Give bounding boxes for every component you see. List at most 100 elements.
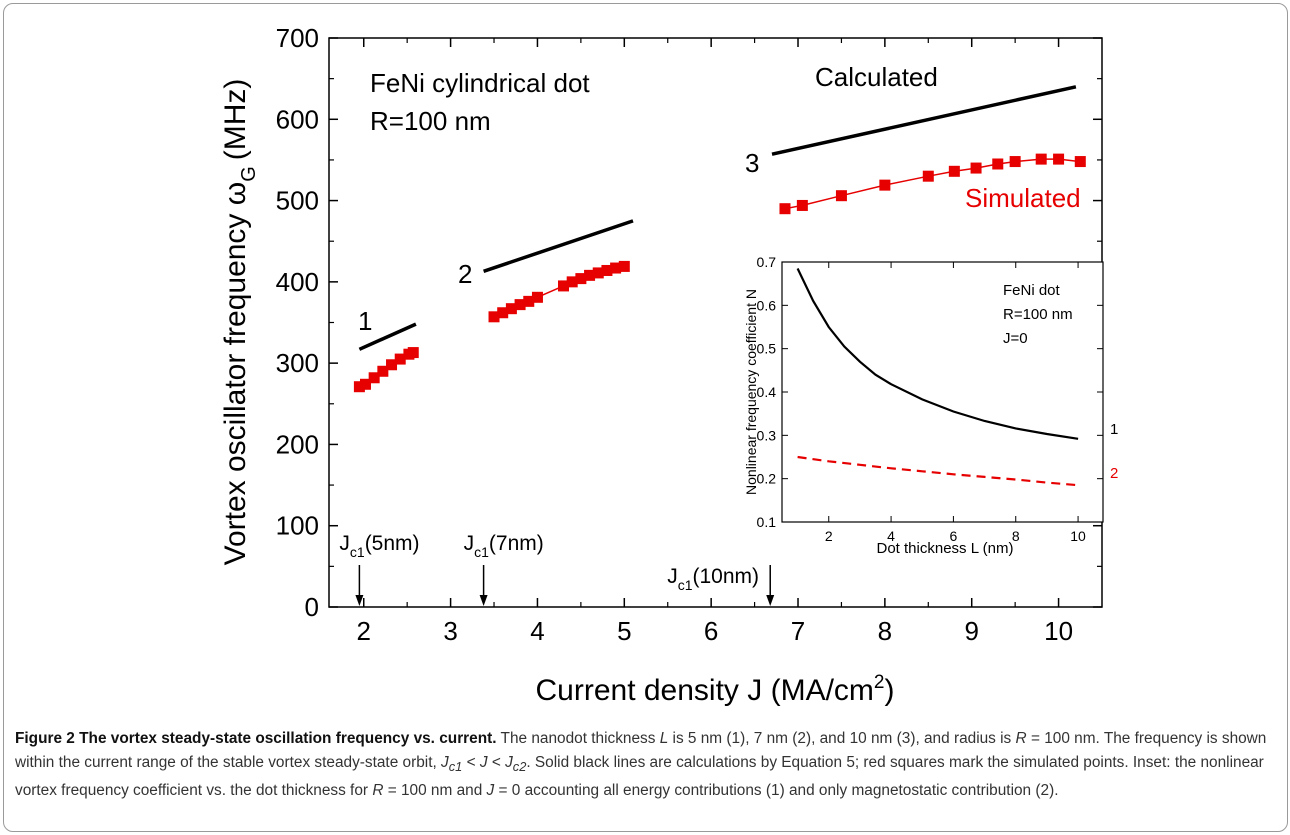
simulated-point	[922, 170, 934, 182]
main-series	[353, 85, 1086, 393]
simulated-point	[970, 162, 982, 174]
critical-current-arrowhead	[766, 595, 775, 606]
caption-var-R: R	[1015, 730, 1027, 747]
caption-var-jc2: J	[505, 754, 513, 771]
simulated-point	[610, 262, 622, 274]
caption-text: The nanodot thickness	[496, 730, 660, 747]
simulated-point	[497, 307, 509, 319]
y-tick-label: 0	[305, 592, 319, 622]
caption-var-L: L	[659, 730, 669, 747]
y-tick-label: 600	[276, 104, 319, 134]
simulated-point	[584, 269, 596, 281]
inset-x-tick-label: 8	[1012, 528, 1020, 544]
inset-x-tick-label: 10	[1070, 528, 1086, 544]
simulated-point	[601, 264, 613, 276]
simulated-point	[1074, 156, 1086, 168]
simulated-point	[558, 280, 570, 292]
x-tick-label: 4	[530, 616, 544, 646]
critical-current-arrowhead	[479, 595, 488, 606]
inset-y-tick-label: 0.2	[757, 471, 777, 487]
simulated-point	[394, 353, 406, 365]
y-tick-label: 400	[276, 267, 319, 297]
simulated-point	[566, 276, 578, 288]
caption-text: = 100 nm. The frequency is shown within …	[15, 730, 1267, 771]
calculated-line-2	[483, 219, 634, 273]
inset-series	[796, 268, 1079, 487]
caption-var-jc1-sub: c1	[448, 759, 463, 775]
x-tick-label: 6	[704, 616, 718, 646]
simulated-point	[514, 299, 526, 311]
simulated-point	[353, 381, 365, 393]
inset-y-tick-label: 0.4	[757, 384, 777, 400]
caption-text: = 100 nm and	[383, 782, 487, 800]
simulated-point	[992, 158, 1004, 170]
simulated-point	[592, 267, 604, 279]
caption-text: is 5 nm (1), 7 nm (2), and 10 nm (3), an…	[668, 730, 1016, 747]
simulated-point	[531, 291, 543, 303]
y-tick-label: 100	[276, 511, 319, 541]
simulated-point	[1009, 156, 1021, 168]
inset-x-tick-label: 2	[825, 528, 833, 544]
x-tick-label: 3	[443, 616, 457, 646]
x-tick-label: 2	[357, 616, 371, 646]
caption-text: = 0 accounting all energy contributions …	[494, 782, 1059, 800]
critical-current-label: Jc1(10nm)	[667, 565, 759, 593]
y-tick-label: 500	[276, 186, 319, 216]
inset-x-tick-label: 6	[950, 528, 958, 544]
simulated-point	[879, 179, 891, 191]
inset-y-tick-label: 0.5	[757, 341, 777, 357]
x-tick-label: 10	[1044, 616, 1073, 646]
inset-curve-2	[797, 455, 1079, 487]
inset-y-tick-label: 0.3	[757, 427, 777, 443]
caption-var-J: J	[479, 754, 488, 771]
simulated-point	[948, 165, 960, 177]
annotation-material: FeNi cylindrical dot	[370, 68, 590, 98]
critical-current-label: Jc1(7nm)	[464, 532, 544, 560]
calculated-line-3	[771, 85, 1077, 156]
caption-var-jc2-sub: c2	[512, 759, 527, 775]
inset-x-tick-label: 4	[887, 528, 895, 544]
inset-legend-line-2: R=100 nm	[1003, 306, 1073, 323]
simulated-point	[779, 203, 791, 215]
curve-label-2: 2	[458, 259, 472, 289]
simulated-point	[377, 365, 389, 377]
inset-y-axis-label: Nonlinear frequency coefficient N	[743, 289, 759, 495]
critical-current-label: Jc1(5nm)	[339, 532, 419, 560]
y-axis-label: Vortex oscillator frequency ωG(MHz)	[219, 79, 260, 566]
inset-curve-1	[796, 268, 1079, 440]
calculated-line-1	[358, 322, 417, 351]
inset-ticks: 2 4 6 8 10 0.1 0.2 0.3 0.4 0.5 0.6 0.7	[757, 254, 1103, 544]
x-tick-label: 7	[791, 616, 805, 646]
y-tick-label: 700	[276, 23, 319, 53]
inset-y-tick-label: 0.6	[757, 297, 777, 313]
inset-x-axis-label: Dot thickness L (nm)	[877, 540, 1014, 557]
simulated-point	[1053, 153, 1065, 165]
inset-legend-line-1: FeNi dot	[1003, 282, 1061, 299]
annotation-radius: R=100 nm	[370, 106, 491, 136]
x-tick-label: 9	[964, 616, 978, 646]
inset-y-tick-label: 0.7	[757, 254, 777, 270]
simulated-point	[523, 295, 535, 307]
curve-label-3: 3	[745, 148, 759, 178]
caption-var-jc1: J	[441, 754, 449, 771]
x-tick-label: 8	[878, 616, 892, 646]
caption-text: <	[462, 754, 480, 771]
inset-y-tick-label: 0.1	[757, 514, 777, 530]
simulated-point	[368, 372, 380, 384]
simulated-point	[796, 199, 808, 211]
inset-curve-label-1: 1	[1110, 421, 1118, 438]
y-tick-label: 200	[276, 429, 319, 459]
simulated-point	[505, 303, 517, 315]
caption-text: <	[487, 754, 506, 771]
figure-caption: Figure 2 The vortex steady-state oscilla…	[15, 727, 1275, 803]
critical-current-markers: Jc1(5nm) Jc1(7nm) Jc1(10nm)	[339, 532, 775, 606]
x-axis-label: Current density J (MA/cm2)	[536, 672, 895, 707]
x-tick-label: 5	[617, 616, 631, 646]
inset-curve-label-2: 2	[1110, 465, 1118, 482]
simulated-point	[575, 273, 587, 285]
curve-label-1: 1	[358, 306, 372, 336]
simulated-point	[488, 311, 500, 323]
simulated-point	[386, 359, 398, 371]
